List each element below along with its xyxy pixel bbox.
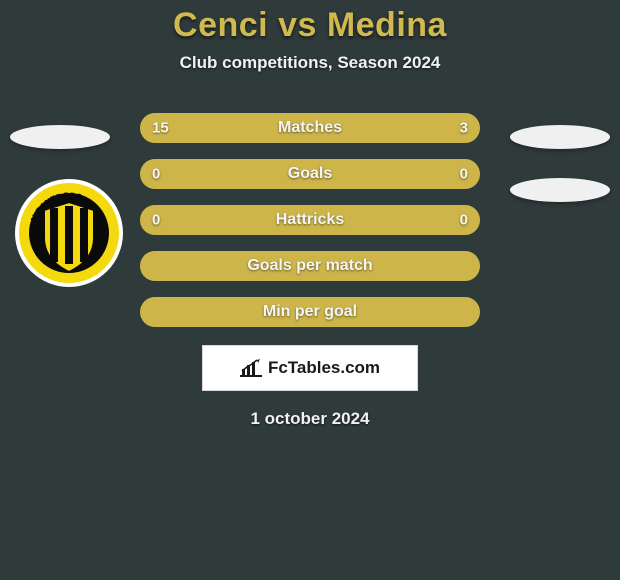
content-root: Cenci vs Medina Club competitions, Seaso… — [0, 0, 620, 580]
player-right-badge-1 — [510, 125, 610, 149]
bar-fill-right — [473, 297, 480, 327]
page-subtitle: Club competitions, Season 2024 — [180, 53, 441, 73]
stat-row-goals: 0 Goals 0 — [140, 159, 480, 189]
bar-fill-left — [140, 113, 412, 143]
bar-fill-right — [473, 251, 480, 281]
player-right-badge-2 — [510, 178, 610, 202]
team-logo: MIRANTE BRO — [14, 178, 124, 288]
bar-fill-right — [412, 113, 480, 143]
bar-fill-right — [473, 205, 480, 235]
stat-value-right: 0 — [460, 166, 468, 183]
date-label: 1 october 2024 — [250, 409, 369, 429]
stat-row-hattricks: 0 Hattricks 0 — [140, 205, 480, 235]
bar-fill-right — [473, 159, 480, 189]
stat-label: Min per goal — [263, 303, 357, 321]
stat-label: Matches — [278, 119, 342, 137]
player-left-badge — [10, 125, 110, 149]
stat-row-matches: 15 Matches 3 — [140, 113, 480, 143]
stat-value-left: 0 — [152, 212, 160, 229]
stat-row-min-per-goal: Min per goal — [140, 297, 480, 327]
stat-value-right: 0 — [460, 212, 468, 229]
chart-icon — [240, 359, 262, 377]
stat-value-left: 15 — [152, 120, 169, 137]
watermark-text: FcTables.com — [268, 358, 380, 378]
page-title: Cenci vs Medina — [173, 6, 447, 45]
stat-value-left: 0 — [152, 166, 160, 183]
stat-label: Hattricks — [276, 211, 344, 229]
stat-row-goals-per-match: Goals per match — [140, 251, 480, 281]
stat-label: Goals per match — [247, 257, 372, 275]
stat-value-right: 3 — [460, 120, 468, 137]
watermark[interactable]: FcTables.com — [202, 345, 418, 391]
stat-label: Goals — [288, 165, 332, 183]
